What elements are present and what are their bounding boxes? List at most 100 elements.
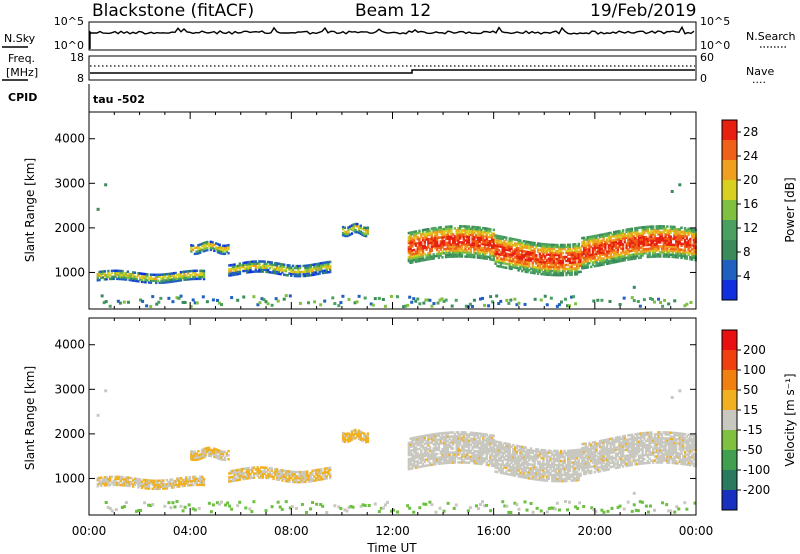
range-cell xyxy=(256,303,260,307)
range-cell xyxy=(359,504,363,508)
range-cell xyxy=(515,458,519,462)
range-cell xyxy=(432,253,435,256)
range-cell xyxy=(459,443,462,446)
range-cell xyxy=(119,475,122,479)
range-cell xyxy=(509,298,513,302)
range-cell xyxy=(434,228,437,232)
range-cell xyxy=(683,253,687,256)
range-cell xyxy=(535,256,538,259)
range-cell xyxy=(572,255,575,258)
range-cell xyxy=(202,249,205,253)
range-cell xyxy=(651,249,655,252)
range-cell xyxy=(685,255,689,258)
range-cell xyxy=(503,250,506,253)
range-cell xyxy=(366,438,370,441)
range-cell xyxy=(366,434,370,437)
range-cell xyxy=(343,226,347,230)
range-cell xyxy=(614,240,618,244)
range-cell xyxy=(270,263,273,266)
range-cell xyxy=(117,275,121,279)
range-cell xyxy=(206,242,209,246)
range-cell xyxy=(651,245,655,248)
range-cell xyxy=(614,246,618,250)
range-cell xyxy=(444,241,448,245)
range-cell xyxy=(418,302,422,306)
range-cell xyxy=(411,459,414,462)
range-cell xyxy=(634,251,637,254)
range-cell xyxy=(543,273,547,276)
range-cell xyxy=(499,299,503,303)
range-cell xyxy=(547,451,550,454)
range-cell xyxy=(685,243,689,246)
range-cell xyxy=(455,447,458,450)
range-cell xyxy=(313,273,316,276)
range-cell xyxy=(482,448,485,452)
range-cell xyxy=(407,255,411,259)
range-cell xyxy=(489,448,492,451)
range-cell xyxy=(116,483,119,487)
range-cell xyxy=(609,253,612,257)
range-cell xyxy=(563,465,566,469)
range-cell xyxy=(597,256,600,259)
range-cell xyxy=(306,272,309,275)
range-cell xyxy=(472,298,476,302)
range-cell xyxy=(630,509,634,513)
range-cell xyxy=(421,444,425,448)
range-cell xyxy=(233,469,236,472)
range-cell xyxy=(492,464,496,468)
range-cell xyxy=(103,278,107,281)
range-cell xyxy=(630,249,634,253)
range-cell xyxy=(197,250,200,253)
range-cell xyxy=(611,249,614,252)
range-cell xyxy=(354,222,357,226)
range-cell xyxy=(248,507,252,511)
range-cell xyxy=(554,471,557,475)
range-cell xyxy=(526,250,529,254)
range-cell xyxy=(536,470,540,473)
range-cell xyxy=(418,461,421,465)
range-cell xyxy=(526,470,529,474)
range-cell xyxy=(427,256,430,259)
range-cell xyxy=(639,234,642,237)
range-cell xyxy=(321,473,325,477)
range-cell xyxy=(108,475,112,479)
range-cell xyxy=(293,478,296,482)
range-cell xyxy=(653,229,657,232)
range-cell xyxy=(489,250,492,253)
range-cell xyxy=(416,447,419,451)
range-cell xyxy=(229,475,233,479)
range-cell xyxy=(448,459,451,462)
range-cell xyxy=(545,455,549,458)
range-cell xyxy=(685,245,689,248)
range-cell xyxy=(625,234,628,238)
range-cell xyxy=(225,244,228,247)
range-cell xyxy=(452,506,456,510)
range-cell xyxy=(531,459,534,463)
range-cell xyxy=(494,464,497,467)
range-cell xyxy=(462,449,465,452)
range-cell xyxy=(290,472,293,475)
range-cell xyxy=(124,484,128,487)
range-cell xyxy=(616,246,619,249)
range-cell xyxy=(188,477,192,481)
range-cell xyxy=(591,247,595,250)
range-cell xyxy=(577,266,581,270)
range-cell xyxy=(436,456,439,460)
range-cell xyxy=(428,453,432,457)
range-cell xyxy=(628,253,632,257)
range-cell xyxy=(579,260,582,264)
range-cell xyxy=(625,242,628,246)
range-cell xyxy=(572,263,575,266)
range-cell xyxy=(517,241,520,244)
range-cell xyxy=(162,275,165,278)
range-cell xyxy=(462,441,465,444)
range-cell xyxy=(622,507,626,511)
range-cell xyxy=(409,231,412,234)
range-cell xyxy=(505,462,508,466)
range-cell xyxy=(140,276,144,280)
range-cell xyxy=(476,442,480,445)
range-cell xyxy=(295,272,298,276)
range-cell xyxy=(209,240,213,244)
range-cell xyxy=(195,458,198,461)
range-cell xyxy=(536,478,540,481)
